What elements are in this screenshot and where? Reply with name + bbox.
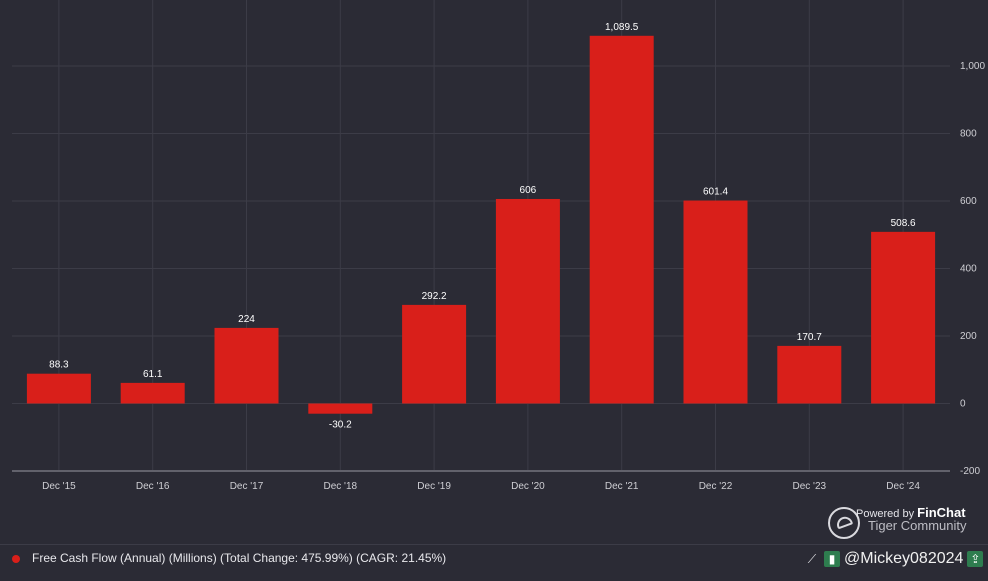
bar[interactable]: [683, 200, 748, 404]
tiger-logo-icon: [828, 507, 860, 539]
x-axis-labels: Dec '15 Dec '16 Dec '17 Dec '18 Dec '19 Dec '…: [42, 481, 920, 492]
x-tick-label: Dec '22: [699, 481, 733, 492]
x-tick-label: Dec '19: [417, 481, 451, 492]
legend-series-label[interactable]: Free Cash Flow (Annual) (Millions) (Tota…: [32, 551, 447, 565]
data-label: 606: [520, 185, 537, 196]
bar[interactable]: [214, 327, 279, 404]
y-tick-label: 1,000: [960, 61, 985, 72]
y-axis-labels: -200 0 200 400 600 800 1,000: [960, 61, 985, 477]
toolbar: ⟋ ▮ @Mickey082024 ⇪ ⚙ ✕: [804, 547, 988, 571]
finchat-brand: FinChat: [917, 505, 966, 520]
y-tick-label: -200: [960, 466, 980, 477]
y-tick-label: 0: [960, 399, 966, 410]
x-tick-label: Dec '20: [511, 481, 545, 492]
bar[interactable]: [777, 345, 842, 404]
y-tick-label: 400: [960, 264, 977, 275]
data-label: 224: [238, 314, 255, 325]
x-tick-label: Dec '21: [605, 481, 639, 492]
data-label: 61.1: [143, 369, 163, 380]
data-label: -30.2: [329, 420, 352, 431]
x-tick-label: Dec '16: [136, 481, 170, 492]
x-tick-label: Dec '17: [230, 481, 264, 492]
bar[interactable]: [402, 304, 467, 404]
data-label: 508.6: [891, 218, 916, 229]
tiger-community-text: Tiger Community: [868, 518, 967, 533]
bar[interactable]: [589, 35, 654, 404]
y-tick-label: 800: [960, 129, 977, 140]
bar-chart-icon[interactable]: ▮: [824, 551, 840, 567]
bar[interactable]: [871, 231, 936, 404]
y-tick-label: 600: [960, 196, 977, 207]
y-tick-label: 200: [960, 331, 977, 342]
powered-by-text: Powered by: [856, 508, 915, 520]
x-tick-label: Dec '24: [886, 481, 920, 492]
x-tick-label: Dec '15: [42, 481, 76, 492]
data-labels: 88.3 61.1 224 -30.2 292.2 606 1,089.5 601.4 170.…: [49, 22, 916, 431]
bar[interactable]: [26, 373, 91, 404]
user-handle: @Mickey082024: [844, 550, 964, 567]
share-icon[interactable]: ⇪: [967, 551, 984, 567]
bars: [26, 35, 936, 414]
legend-series-dot: [12, 555, 20, 563]
legend-bar: Free Cash Flow (Annual) (Millions) (Tota…: [0, 544, 988, 581]
trend-icon[interactable]: ⟋: [807, 552, 817, 566]
data-label: 601.4: [703, 187, 728, 198]
bar[interactable]: [120, 382, 185, 404]
finchat-watermark: Powered by FinChat Tiger Community: [826, 503, 984, 543]
data-label: 170.7: [797, 332, 822, 343]
data-label: 292.2: [422, 291, 447, 302]
data-label: 88.3: [49, 360, 69, 371]
x-tick-label: Dec '23: [793, 481, 827, 492]
data-label: 1,089.5: [605, 22, 639, 33]
bar[interactable]: [308, 403, 373, 414]
bar[interactable]: [495, 198, 560, 404]
x-tick-label: Dec '18: [324, 481, 358, 492]
